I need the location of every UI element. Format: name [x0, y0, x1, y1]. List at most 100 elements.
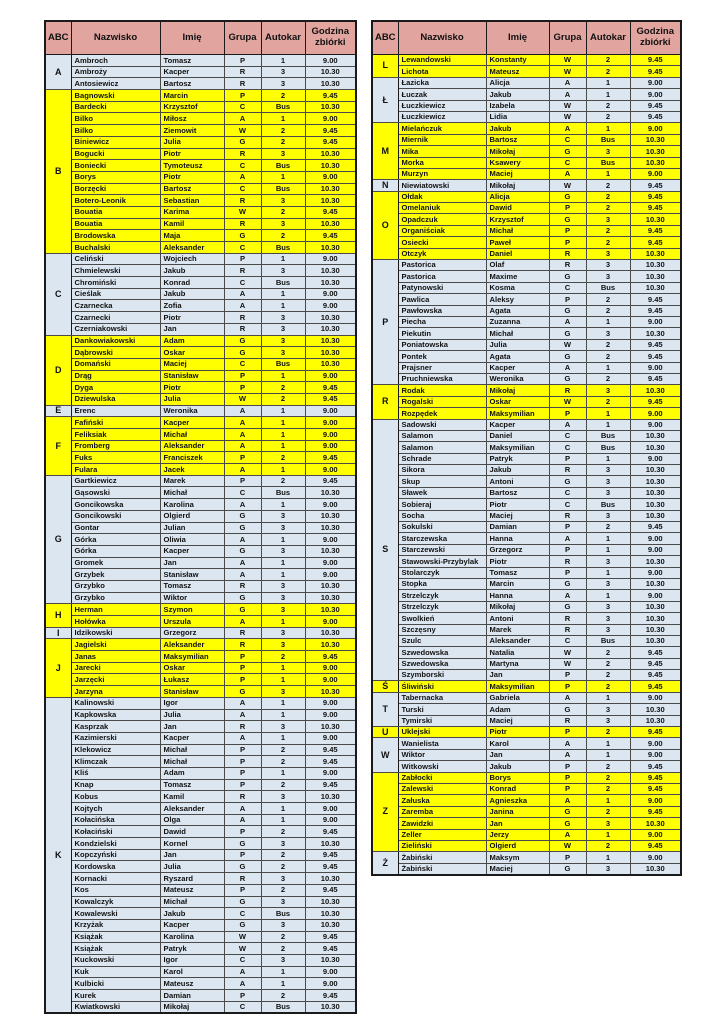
cell-autokar: 1: [585, 589, 631, 602]
cell-grupa: W: [223, 930, 262, 944]
cell-godzina: 9.45: [629, 65, 682, 78]
table-row: Grzybko Wiktor G 3 10.30: [45, 591, 357, 605]
cell-godzina: 9.00: [304, 708, 357, 722]
cell-imie: Kacper: [485, 361, 550, 374]
cell-imie: Maciej: [485, 714, 550, 728]
cell-godzina: 10.30: [629, 270, 682, 283]
cell-imie: Natalia: [485, 646, 550, 659]
header-row: ABC Nazwisko Imię Grupa Autokar Godzina zbiór…: [44, 20, 357, 55]
table-row: Czarnecki Piotr R 3 10.30: [45, 311, 357, 324]
cell-grupa: A: [223, 533, 262, 546]
cell-godzina: 9.00: [629, 851, 682, 864]
cell-nazwisko: Tymirski: [397, 714, 487, 728]
roster-table-left: ABC Nazwisko Imię Grupa Autokar Godzina zbiór…: [44, 20, 357, 1015]
table-row: Kornacki Ryszard R 3 10.30: [45, 872, 357, 885]
table-row: Kuckowski Igor C 3 10.30: [45, 953, 357, 967]
table-row: Pontek Agata G 2 9.45: [372, 350, 682, 363]
cell-godzina: 9.00: [629, 167, 682, 181]
table-row: Bilko Ziemowit W 2 9.45: [45, 124, 357, 137]
cell-imie: Daniel: [485, 247, 550, 261]
table-row: Strzelczyk Hanna A 1 9.00: [372, 589, 682, 602]
cell-autokar: 3: [260, 953, 306, 967]
cell-autokar: Bus: [585, 634, 631, 648]
table-row: Pawlica Aleksy P 2 9.45: [372, 293, 682, 306]
cell-godzina: 9.45: [629, 771, 682, 785]
cell-autokar: 1: [585, 851, 631, 864]
cell-imie: Grzegorz: [485, 543, 550, 557]
cell-grupa: P: [548, 543, 587, 557]
cell-godzina: 10.30: [629, 509, 682, 523]
cell-nazwisko: Idzikowski: [70, 626, 161, 640]
cell-imie: Julian: [159, 521, 225, 535]
letter-group-R: R: [371, 384, 399, 420]
table-row: Szwedowska Natalia W 2 9.45: [372, 646, 682, 659]
cell-nazwisko: Piecha: [397, 315, 487, 329]
cell-godzina: 10.30: [304, 276, 357, 289]
table-row: Rogalski Oskar W 2 9.45: [372, 395, 682, 409]
table-row: Szulc Aleksander C Bus 10.30: [372, 634, 682, 648]
cell-godzina: 9.45: [629, 760, 682, 773]
cell-imie: Karol: [485, 737, 550, 750]
cell-grupa: W: [548, 646, 587, 659]
cell-godzina: 9.00: [629, 315, 682, 329]
cell-imie: Damian: [159, 989, 225, 1002]
table-row: Schrade Patryk P 1 9.00: [372, 452, 682, 466]
cell-nazwisko: Czarnecki: [70, 311, 161, 324]
table-row: Jarecki Oskar P 1 9.00: [45, 661, 357, 675]
cell-nazwisko: Fulara: [70, 463, 161, 476]
table-row: Biniewicz Julia G 2 9.45: [45, 135, 357, 149]
cell-nazwisko: Gromek: [70, 556, 161, 570]
table-row: Fulara Jacek A 1 9.00: [45, 463, 357, 476]
table-row: Piecha Zuzanna A 1 9.00: [372, 315, 682, 329]
cell-autokar: 1: [585, 452, 631, 466]
cell-imie: Maksym: [485, 851, 550, 864]
letter-group-D: D: [44, 334, 72, 406]
table-row: Zalewski Konrad P 2 9.45: [372, 782, 682, 796]
cell-grupa: A: [223, 170, 262, 184]
cell-imie: Hanna: [485, 589, 550, 602]
cell-grupa: A: [548, 589, 587, 602]
cell-imie: Jakub: [159, 287, 225, 301]
cell-godzina: 9.45: [629, 782, 682, 796]
cell-nazwisko: Sławek: [397, 486, 487, 500]
cell-autokar: 2: [585, 657, 631, 671]
cell-godzina: 9.00: [304, 54, 357, 67]
cell-autokar: 2: [260, 650, 306, 663]
cell-grupa: R: [223, 579, 262, 593]
cell-godzina: 9.45: [629, 202, 682, 215]
cell-nazwisko: Osiecki: [397, 236, 487, 249]
cell-godzina: 10.30: [629, 247, 682, 261]
cell-grupa: A: [548, 691, 587, 705]
cell-grupa: G: [223, 591, 262, 605]
table-row: Socha Maciej R 3 10.30: [372, 509, 682, 523]
table-row: O Ołdak Alicja G 2 9.45: [371, 190, 682, 261]
cell-imie: Maciej: [485, 862, 550, 876]
cell-grupa: G: [548, 350, 587, 363]
letter-group-G: G: [44, 474, 72, 605]
cell-godzina: 10.30: [304, 346, 357, 359]
cell-nazwisko: Sobieraj: [397, 498, 487, 511]
cell-autokar: Bus: [585, 281, 631, 295]
cell-nazwisko: Sokulski: [397, 520, 487, 534]
letter-group-E: E: [44, 404, 72, 418]
table-row: Salamon Daniel C Bus 10.30: [372, 429, 682, 443]
cell-imie: Jakub: [159, 907, 225, 920]
cell-grupa: P: [223, 474, 262, 488]
cell-nazwisko: Murzyn: [397, 167, 487, 181]
cell-nazwisko: Bogucki: [70, 147, 161, 161]
table-row: Kondzielski Kornel G 3 10.30: [45, 837, 357, 850]
cell-godzina: 9.00: [304, 615, 357, 628]
cell-autokar: 3: [585, 145, 631, 158]
cell-grupa: W: [548, 110, 587, 124]
cell-grupa: R: [548, 714, 587, 728]
cell-autokar: 1: [585, 361, 631, 374]
cell-grupa: G: [223, 837, 262, 850]
table-row: G Gartkiewicz Marek P 2 9.45: [44, 474, 357, 605]
cell-grupa: G: [223, 135, 262, 149]
cell-godzina: 9.00: [629, 566, 682, 579]
cell-autokar: 2: [260, 135, 306, 149]
cell-nazwisko: Kapkowska: [70, 708, 161, 722]
cell-autokar: 1: [585, 532, 631, 545]
cell-grupa: C: [548, 156, 587, 169]
table-row: Klimczak Michał P 2 9.45: [45, 755, 357, 768]
